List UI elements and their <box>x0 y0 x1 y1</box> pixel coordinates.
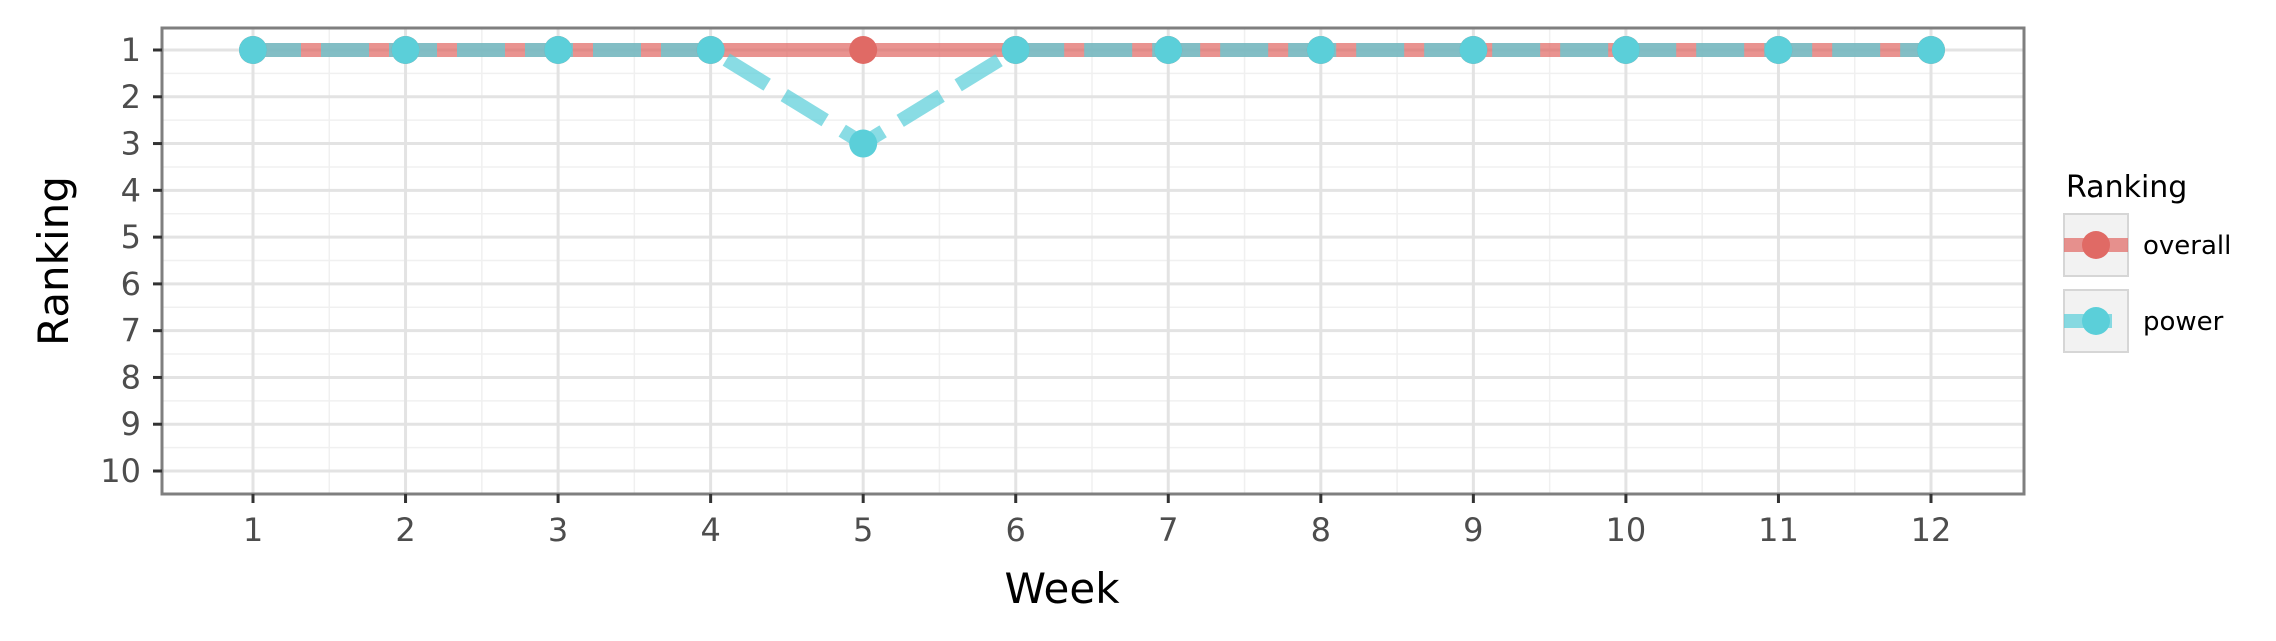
legend-label: overall <box>2143 231 2231 261</box>
y-tick-label: 5 <box>121 218 141 256</box>
y-axis-title: Ranking <box>29 176 78 346</box>
y-tick-labels: 1 2 3 4 5 6 7 8 9 10 <box>100 31 141 490</box>
series-lines <box>253 43 1931 151</box>
x-tick-label: 8 <box>1311 511 1331 549</box>
x-tick-label: 12 <box>1911 511 1952 549</box>
x-tick-label: 3 <box>548 511 568 549</box>
series-point-power <box>1917 36 1945 64</box>
series-point-power <box>1154 36 1183 64</box>
series-point-power <box>1306 36 1335 64</box>
series-point-power <box>1001 36 1030 64</box>
series-point-power <box>849 129 878 158</box>
x-tick-label: 11 <box>1758 511 1799 549</box>
legend-item-power: power <box>2063 289 2224 353</box>
y-tick-label: 10 <box>100 452 141 490</box>
series-point-power <box>1764 36 1793 64</box>
y-tick-label: 1 <box>121 31 141 69</box>
series-point-power <box>391 36 420 64</box>
x-tick-labels: 1 2 3 4 5 6 7 8 9 10 11 12 <box>243 511 1952 549</box>
x-axis-title: Week <box>1004 564 1120 613</box>
y-tick-label: 2 <box>121 78 141 116</box>
plot-border <box>160 26 2026 496</box>
legend-key-point <box>2082 307 2110 335</box>
x-tick-label: 9 <box>1463 511 1483 549</box>
x-tick-label: 1 <box>243 511 263 549</box>
legend-items: overall power <box>2063 213 2231 353</box>
x-tick-label: 5 <box>853 511 873 549</box>
x-tick-label: 6 <box>1006 511 1026 549</box>
series-point-power <box>1611 36 1640 64</box>
y-tick-label: 4 <box>121 171 141 209</box>
series-point-power <box>544 36 573 64</box>
series-point-power <box>239 36 267 64</box>
y-tick-label: 7 <box>121 312 141 350</box>
y-tick-label: 6 <box>121 265 141 303</box>
legend-item-overall: overall <box>2063 213 2231 277</box>
y-tick-label: 9 <box>121 405 141 443</box>
x-tick-label: 7 <box>1158 511 1178 549</box>
series-point-overall <box>849 36 878 64</box>
legend: Ranking overall power <box>2063 170 2231 353</box>
series-point-power <box>1459 36 1488 64</box>
x-tick-label: 2 <box>395 511 415 549</box>
y-tick-label: 3 <box>121 125 141 163</box>
y-tick-label: 8 <box>121 358 141 396</box>
x-tick-label: 4 <box>700 511 720 549</box>
axis-ticks <box>153 48 1933 503</box>
legend-key-point <box>2082 231 2110 259</box>
series-point-power <box>696 36 725 64</box>
x-tick-label: 10 <box>1606 511 1647 549</box>
grid-lines <box>162 28 2024 494</box>
legend-title: Ranking <box>2066 170 2187 205</box>
legend-label: power <box>2143 307 2224 337</box>
series-line-power <box>253 43 1931 151</box>
series-points <box>239 36 1945 158</box>
